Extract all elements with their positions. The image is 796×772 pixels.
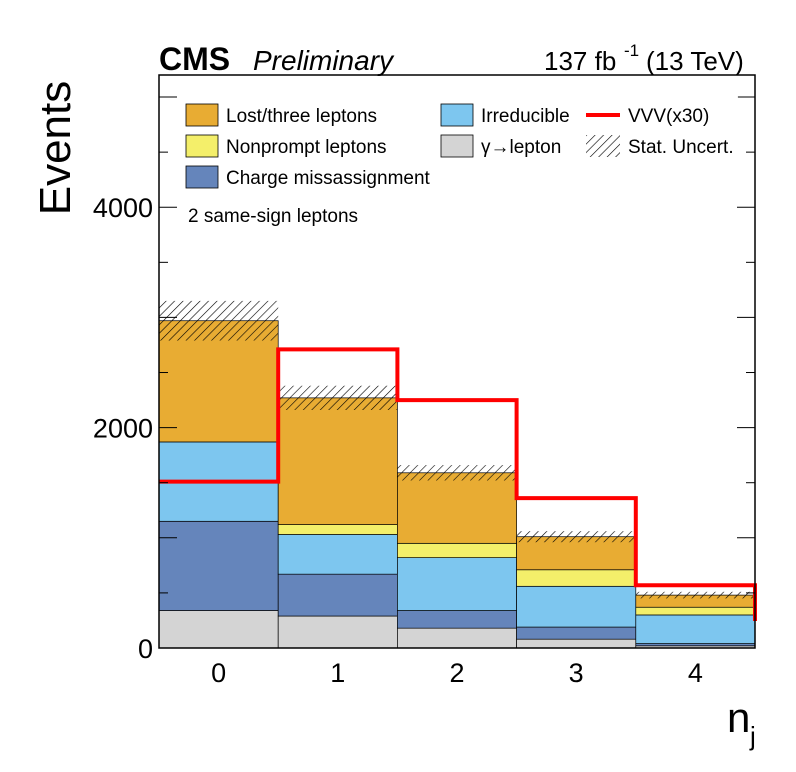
legend-label-gamma: γ→lepton: [481, 137, 561, 158]
svg-text:n: n: [727, 694, 750, 741]
legend-label-nonprompt: Nonprompt leptons: [226, 137, 387, 158]
preliminary-label: Preliminary: [253, 45, 395, 76]
signal-line: [159, 347, 757, 621]
bar-irreducible-1: [277, 534, 398, 575]
legend-swatch-stat: [586, 135, 620, 157]
bar-lost-three-leptons-0: [158, 320, 279, 443]
legend-swatch-lost: [185, 103, 219, 127]
x-tick-label: 3: [569, 658, 584, 688]
legend: Lost/three leptons Nonprompt leptons Cha…: [178, 92, 738, 194]
stat-uncert-4: [635, 591, 755, 599]
legend-swatch-nonprompt: [185, 134, 219, 158]
bar-lepton-2: [397, 627, 517, 649]
cms-label: CMS: [159, 41, 230, 77]
x-axis-title: n j: [727, 694, 756, 751]
y-tick-label: 0: [138, 634, 153, 664]
bar-lepton-3: [516, 638, 637, 649]
bar-charge-missassignment-0: [158, 520, 279, 611]
energy-label: (13 TeV): [646, 46, 744, 76]
bar-nonprompt-leptons-4: [635, 606, 756, 616]
lumi-exponent: -1: [624, 41, 639, 60]
bar-nonprompt-leptons-2: [397, 542, 517, 558]
legend-label-stat: Stat. Uncert.: [628, 137, 734, 158]
bar-lost-three-leptons-1: [277, 397, 398, 525]
legend-label-irreducible: Irreducible: [481, 106, 570, 127]
x-tick-label: 0: [211, 658, 226, 688]
stat-uncert-1: [278, 385, 398, 410]
stat-uncertainty-bands: [159, 300, 755, 599]
bar-irreducible-4: [635, 614, 756, 644]
region-annotation: 2 same-sign leptons: [188, 206, 358, 227]
bar-charge-missassignment-3: [516, 626, 637, 640]
lumi-label: 137 fb: [544, 46, 616, 76]
x-tick-label: 4: [688, 658, 703, 688]
legend-swatch-charge: [185, 165, 219, 189]
x-tick-label: 2: [449, 658, 464, 688]
bar-lepton-1: [277, 615, 398, 649]
svg-text:j: j: [749, 721, 756, 751]
x-tick-label: 1: [330, 658, 345, 688]
bar-charge-missassignment-2: [397, 610, 517, 629]
plot-border: [158, 74, 756, 649]
signal-vvv-line: [159, 347, 757, 621]
stat-uncert-2: [397, 465, 517, 481]
legend-label-charge: Charge missassignment: [226, 168, 431, 189]
legend-label-vvv: VVV(x30): [628, 106, 709, 127]
stat-uncert-3: [516, 531, 636, 543]
y-tick-label: 2000: [93, 414, 153, 444]
bar-lepton-0: [158, 610, 279, 649]
legend-swatch-irreducible: [440, 103, 474, 127]
legend-label-lost: Lost/three leptons: [226, 106, 377, 127]
bar-charge-missassignment-1: [277, 573, 398, 617]
legend-swatch-gamma: [440, 134, 474, 158]
stat-uncert-0: [159, 300, 279, 341]
bar-irreducible-2: [397, 557, 517, 611]
bar-irreducible-3: [516, 585, 637, 628]
bar-nonprompt-leptons-1: [277, 524, 398, 535]
bar-lost-three-leptons-2: [397, 472, 517, 544]
y-tick-label: 4000: [93, 193, 153, 223]
axis-tick-labels: 0 2000 4000 0 1 2 3 4: [93, 193, 703, 688]
axis-ticks: [159, 96, 755, 649]
y-axis-title: Events: [31, 81, 80, 216]
bar-nonprompt-leptons-3: [516, 569, 637, 587]
